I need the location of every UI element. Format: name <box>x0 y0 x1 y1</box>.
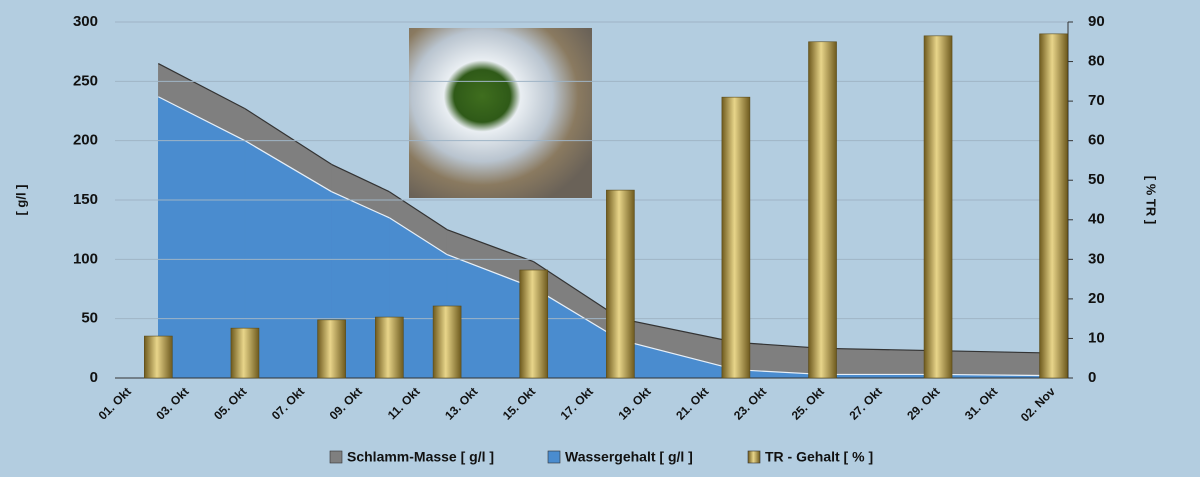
area-edge <box>446 254 534 289</box>
area-edge <box>244 108 332 165</box>
area-edge <box>938 350 1054 354</box>
area-edge <box>158 96 246 142</box>
area-edge <box>331 163 390 193</box>
legend-swatch <box>747 450 761 464</box>
y2-tick-label: 60 <box>1088 132 1105 149</box>
area-edge <box>446 229 534 263</box>
photo-inset <box>409 28 592 198</box>
y2-tick-label: 80 <box>1088 53 1105 70</box>
area-edge <box>158 63 246 110</box>
legend-label: TR - Gehalt [ % ] <box>765 449 873 465</box>
legend-label: Schlamm-Masse [ g/l ] <box>347 449 494 465</box>
bar <box>375 316 404 379</box>
area-edge <box>331 191 390 219</box>
area-edge <box>244 140 332 193</box>
y-tick-label: 150 <box>73 191 98 208</box>
y2-tick-label: 10 <box>1088 329 1105 346</box>
area-edge <box>938 373 1054 377</box>
y2-tick-label: 50 <box>1088 171 1105 188</box>
legend-swatch <box>547 450 561 464</box>
area-edge <box>822 347 939 352</box>
y-tick-label: 300 <box>73 13 98 30</box>
y2-tick-label: 70 <box>1088 92 1105 109</box>
area-edge <box>533 261 621 320</box>
y-tick-label: 100 <box>73 250 98 267</box>
area-edge <box>620 318 737 343</box>
y2-axis-label: [ % TR ] <box>1144 176 1159 224</box>
bar <box>230 327 260 379</box>
bar <box>432 305 462 379</box>
legend-swatch <box>329 450 343 464</box>
y-axis-label: [ g/l ] <box>13 184 28 215</box>
area-segment <box>937 350 1054 379</box>
y2-tick-label: 0 <box>1088 369 1096 386</box>
area-edge <box>620 339 737 371</box>
area-edge <box>735 341 823 349</box>
bar <box>808 41 837 379</box>
area-edge <box>533 287 621 341</box>
bar <box>923 35 953 379</box>
bar <box>317 319 346 379</box>
y-tick-label: 200 <box>73 132 98 149</box>
y2-tick-label: 20 <box>1088 290 1105 307</box>
y2-tick-label: 30 <box>1088 250 1105 267</box>
y-tick-label: 50 <box>81 310 98 327</box>
bar <box>1039 33 1068 379</box>
bar <box>721 96 751 379</box>
bar <box>519 269 549 379</box>
legend-label: Wassergehalt [ g/l ] <box>565 449 693 465</box>
bar <box>606 189 635 379</box>
y-tick-label: 250 <box>73 72 98 89</box>
bar <box>144 335 173 379</box>
y2-tick-label: 40 <box>1088 211 1105 228</box>
area-edge <box>735 369 823 376</box>
area-edge <box>389 191 448 231</box>
area-edge <box>389 217 448 256</box>
area-segment <box>822 348 939 379</box>
y2-tick-label: 90 <box>1088 13 1105 30</box>
y-tick-label: 0 <box>90 369 98 386</box>
